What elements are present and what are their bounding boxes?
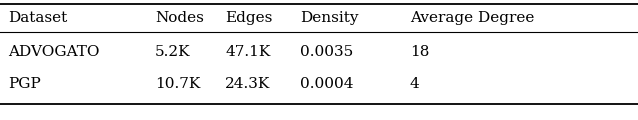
Text: Nodes: Nodes	[155, 11, 204, 25]
Text: 18: 18	[410, 45, 429, 59]
Text: 0.0004: 0.0004	[300, 77, 353, 91]
Text: 10.7K: 10.7K	[155, 77, 200, 91]
Text: PGP: PGP	[8, 77, 41, 91]
Text: 5.2K: 5.2K	[155, 45, 191, 59]
Text: Edges: Edges	[225, 11, 272, 25]
Text: Dataset: Dataset	[8, 11, 67, 25]
Text: ADVOGATO: ADVOGATO	[8, 45, 100, 59]
Text: 4: 4	[410, 77, 420, 91]
Text: Density: Density	[300, 11, 359, 25]
Text: 47.1K: 47.1K	[225, 45, 271, 59]
Text: 24.3K: 24.3K	[225, 77, 271, 91]
Text: Average Degree: Average Degree	[410, 11, 535, 25]
Text: 0.0035: 0.0035	[300, 45, 353, 59]
